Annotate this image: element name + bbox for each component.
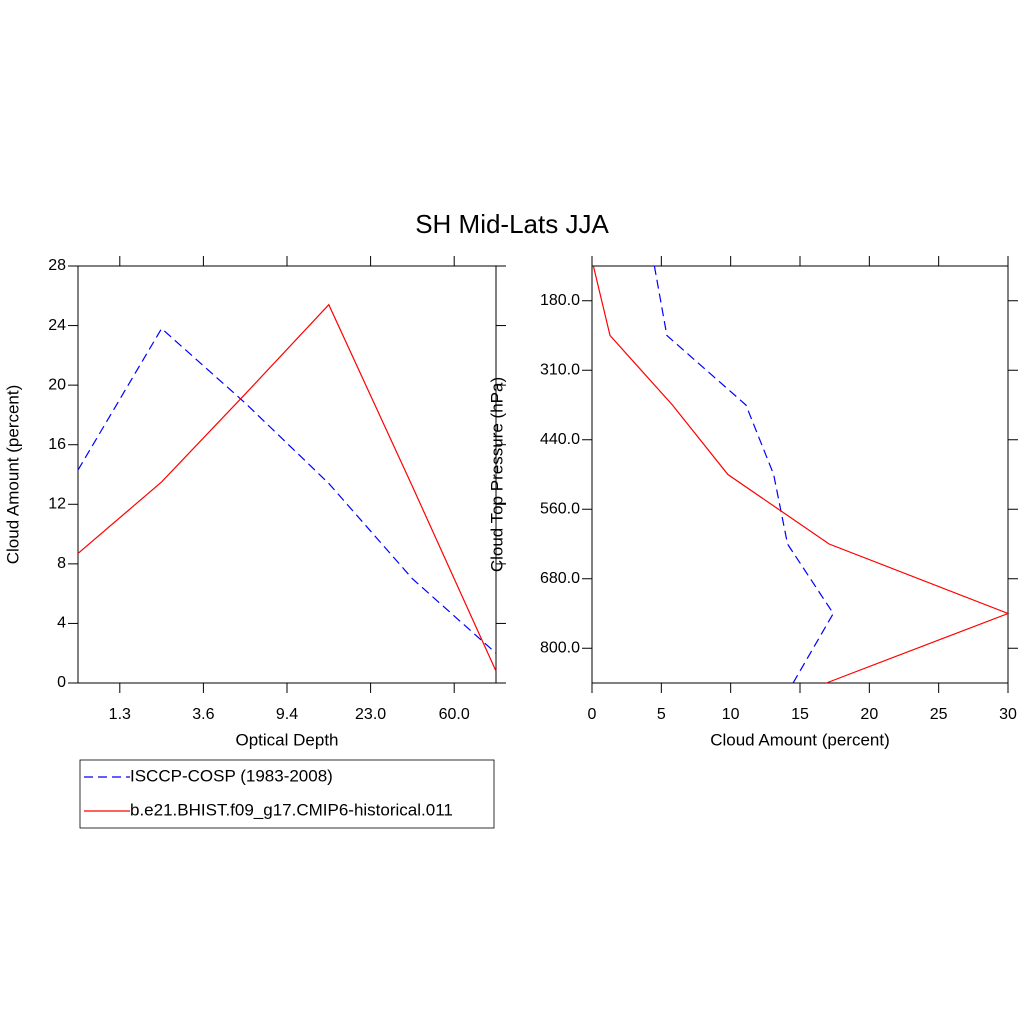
x-tick-label: 15 [791,706,809,723]
plot-frame [591,265,1009,684]
legend-label: b.e21.BHIST.f09_g17.CMIP6-historical.011 [130,800,453,819]
series-line [653,265,834,684]
x-axis-label: Cloud Amount (percent) [710,730,890,749]
y-tick-label: 560.0 [540,500,580,517]
legend-box [79,759,495,829]
x-tick-label: 20 [860,706,878,723]
figure-title: SH Mid-Lats JJA [415,209,609,239]
y-tick-label: 16 [48,436,66,453]
x-tick-label: 23.0 [355,706,386,723]
legend-label: ISCCP-COSP (1983-2008) [130,766,333,785]
y-axis-label: Cloud Top Pressure (hPa) [487,377,506,572]
y-tick-label: 0 [57,674,66,691]
x-axis-label: Optical Depth [236,730,339,749]
y-tick-label: 20 [48,376,66,393]
plot-frame [77,265,497,684]
y-tick-label: 28 [48,257,66,274]
x-tick-label: 10 [722,706,740,723]
x-tick-label: 3.6 [192,706,214,723]
series-line [592,265,1010,684]
y-axis-label: Cloud Amount (percent) [3,385,22,565]
x-tick-label: 9.4 [276,706,298,723]
y-tick-label: 310.0 [540,361,580,378]
x-tick-label: 25 [930,706,948,723]
x-tick-label: 1.3 [109,706,131,723]
x-tick-label: 5 [657,706,666,723]
x-tick-label: 30 [999,706,1017,723]
y-tick-label: 8 [57,555,66,572]
y-tick-label: 800.0 [540,639,580,656]
y-tick-label: 680.0 [540,570,580,587]
series-line [77,327,497,654]
y-tick-label: 180.0 [540,292,580,309]
x-tick-label: 60.0 [439,706,470,723]
y-tick-label: 4 [57,615,66,632]
y-tick-label: 24 [48,317,66,334]
series-line [77,303,497,672]
y-tick-label: 440.0 [540,431,580,448]
x-tick-label: 0 [588,706,597,723]
y-tick-label: 12 [48,496,66,513]
